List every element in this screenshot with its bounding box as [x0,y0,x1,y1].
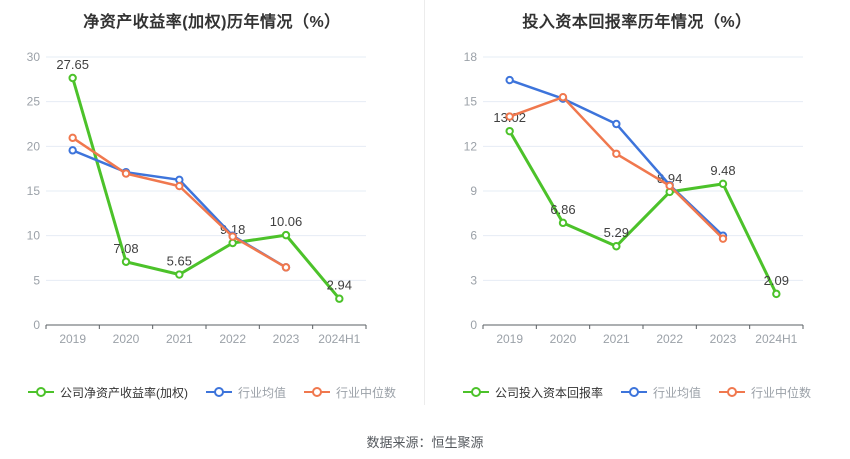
y-tick-label: 18 [464,50,478,64]
x-tick-label: 2024H1 [755,332,797,346]
data-point [718,179,728,189]
roic-line-chart: 0369121518201920202021202220232024H113.0… [464,50,804,346]
data-source-text: 数据来源：恒生聚源 [366,435,484,450]
data-point [612,119,621,129]
data-point [505,112,514,121]
y-tick-label: 5 [33,273,40,287]
data-label: 6.86 [550,202,575,217]
data-point [665,181,674,190]
data-point [68,73,77,83]
data-point [505,126,514,136]
y-tick-label: 15 [464,95,478,109]
y-tick-label: 20 [27,139,41,153]
legend-line-circle-icon [719,387,745,397]
x-tick-label: 2020 [113,332,140,346]
legend-label: 公司净资产收益率(加权) [59,385,188,400]
roe-chart-panel: 净资产收益率(加权)历年情况（%） 0 5 10 15 20 25 30 2019 2020 20… [0,0,424,406]
y-tick-label: 15 [27,184,41,198]
roe-chart-title: 净资产收益率(加权)历年情况（%） [83,14,341,31]
series-line-industry-median [508,95,725,240]
y-tick-label: 9 [470,184,477,198]
x-tick-label: 2022 [656,332,683,346]
legend-item-company[interactable]: 公司投入资本回报率 [462,384,603,401]
y-tick-label: 12 [464,139,478,153]
legend-line-circle-icon [304,387,330,397]
series-line-company [508,129,778,296]
roic-legend: 公司投入资本回报率 行业均值 行业中位数 [425,384,849,400]
x-tick-label: 2023 [710,332,737,346]
data-point [612,149,621,158]
legend-item-industry-mean[interactable]: 行业均值 [205,384,286,401]
x-tick-label: 2021 [166,332,193,346]
roe-line-chart: 0 5 10 15 20 25 30 2019 2020 2021 2022 2023 2024H1 27… [27,50,367,346]
data-point [121,257,131,266]
data-point [281,230,291,240]
x-tick-label: 2021 [603,332,630,346]
x-tick-label: 2024H1 [318,332,360,346]
y-tick-label: 10 [27,229,41,243]
x-tick-label: 2019 [59,332,86,346]
data-label: 27.65 [56,57,89,72]
y-tick-label: 0 [470,318,477,332]
legend-label: 行业中位数 [751,385,812,400]
data-label: 10.06 [270,214,303,229]
data-label: 9.48 [710,163,735,178]
data-point [121,169,131,178]
y-tick-label: 30 [27,50,41,64]
data-point [612,242,621,251]
panel-divider [424,0,425,405]
data-point [335,294,344,303]
x-tick-label: 2020 [550,332,577,346]
legend-item-industry-mean[interactable]: 行业均值 [620,384,701,401]
data-point [175,270,184,279]
data-point [68,146,77,155]
roe-legend: 公司净资产收益率(加权) 行业均值 行业中位数 [0,384,424,400]
data-label: 5.29 [604,225,629,240]
data-label: 9.18 [220,222,245,237]
legend-line-circle-icon [205,387,232,397]
legend-item-industry-median[interactable]: 行业中位数 [304,384,396,401]
legend-line-circle-icon [27,387,54,397]
data-point [281,263,291,272]
y-tick-label: 6 [470,229,477,243]
data-point [228,232,237,241]
series-line-industry-median [71,136,288,269]
x-tick-label: 2019 [496,332,523,346]
legend-label: 行业均值 [237,385,286,400]
legend-line-circle-icon [620,387,647,397]
x-tick-label: 2022 [219,332,246,346]
data-label: 7.08 [113,241,138,256]
data-label: 2.94 [327,278,352,293]
data-point [558,218,568,228]
y-tick-label: 0 [33,318,40,332]
data-point [505,75,514,85]
series-line-company [71,76,341,301]
charts-row: 净资产收益率(加权)历年情况（%） 0 5 10 15 20 25 30 2019 2020 20… [0,0,849,406]
legend-item-industry-median[interactable]: 行业中位数 [719,384,811,401]
legend-line-circle-icon [462,387,489,397]
legend-label: 行业均值 [652,385,701,400]
data-label: 2.09 [764,273,789,288]
data-point [558,92,568,102]
roic-chart-panel: 投入资本回报率历年情况（%） 0 3 6 9 12 15 18 2019 2020 2021 202… [425,0,849,406]
x-tick-label: 2023 [273,332,300,346]
legend-item-company[interactable]: 公司净资产收益率(加权) [27,384,188,401]
data-point [772,289,781,299]
data-point [68,133,77,143]
data-label: 5.65 [167,254,192,269]
legend-label: 公司投入资本回报率 [494,385,603,400]
roic-chart-title: 投入资本回报率历年情况（%） [522,14,752,31]
data-point [718,234,728,243]
legend-label: 行业中位数 [336,385,397,400]
y-tick-label: 25 [27,95,41,109]
y-tick-label: 3 [470,273,477,287]
data-point [175,181,184,191]
